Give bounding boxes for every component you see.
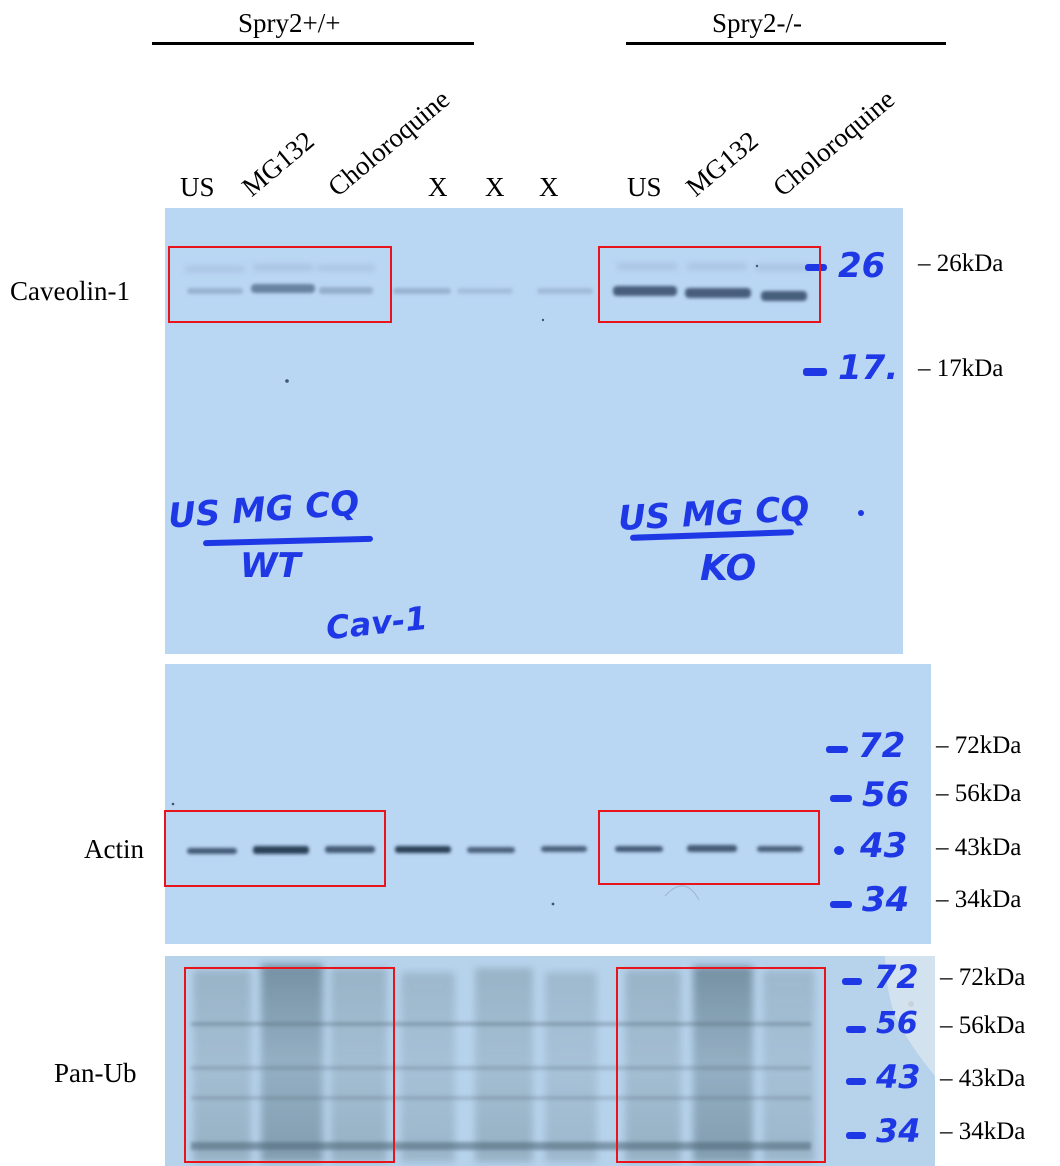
highlight-box-caveolin-wt xyxy=(168,246,392,323)
highlight-box-actin-wt xyxy=(164,810,386,887)
lane-label-wt-us: US xyxy=(180,172,215,202)
actin-blot xyxy=(165,664,931,944)
highlight-box-caveolin-ko xyxy=(598,246,821,323)
handwritten-marker-actin-56: 56 xyxy=(862,775,910,815)
lane-label-ko-chloroquine: Choloroquine xyxy=(767,83,901,203)
lane-label-ko-us: US xyxy=(627,172,662,202)
mw-text-actin-34: 34kDa xyxy=(954,886,1022,913)
mw-label-caveolin-26: – 26kDa xyxy=(918,250,1004,277)
mw-label-panub-43: – 43kDa xyxy=(940,1065,1026,1092)
mw-text-caveolin-17: 17kDa xyxy=(936,355,1004,382)
group-title-ko: Spry2-/- xyxy=(712,8,802,38)
mw-text-panub-72: 72kDa xyxy=(958,964,1026,991)
mw-text-actin-43: 43kDa xyxy=(954,834,1022,861)
caveolin-blot-image xyxy=(165,208,903,654)
marker-dash-panub-72 xyxy=(842,978,862,985)
handwritten-wt-label: WT xyxy=(240,546,301,586)
caveolin-blot xyxy=(165,208,903,654)
lane-label-ko-mg132: MG132 xyxy=(680,125,764,203)
row-label-panub: Pan-Ub xyxy=(54,1058,137,1088)
mw-text-panub-43: 43kDa xyxy=(958,1065,1026,1092)
mw-label-actin-56: – 56kDa xyxy=(936,780,1022,807)
lane-label-x2: X xyxy=(485,172,505,202)
handwritten-marker-panub-72: 72 xyxy=(874,958,919,996)
marker-dash-actin-72 xyxy=(826,746,848,753)
mw-label-actin-34: – 34kDa xyxy=(936,886,1022,913)
marker-dash-panub-56 xyxy=(846,1026,866,1033)
handwritten-marker-actin-72: 72 xyxy=(858,726,906,766)
row-label-actin: Actin xyxy=(84,834,144,864)
mw-label-caveolin-17: – 17kDa xyxy=(918,355,1004,382)
group-title-wt: Spry2+/+ xyxy=(238,8,341,38)
mw-text-panub-56: 56kDa xyxy=(958,1012,1026,1039)
mw-label-panub-34: – 34kDa xyxy=(940,1118,1026,1145)
handwritten-marker-panub-56: 56 xyxy=(876,1006,918,1041)
mw-label-actin-72: – 72kDa xyxy=(936,732,1022,759)
handwritten-marker-panub-34: 34 xyxy=(876,1112,921,1150)
highlight-box-actin-ko xyxy=(598,810,820,885)
marker-dash-17 xyxy=(803,368,827,376)
marker-dash-panub-43 xyxy=(846,1078,866,1085)
marker-dash-actin-56 xyxy=(830,795,852,802)
mw-text-actin-56: 56kDa xyxy=(954,780,1022,807)
handwritten-marker-17: 17. xyxy=(838,348,899,388)
mw-text-caveolin-26: 26kDa xyxy=(936,250,1004,277)
marker-dash-panub-34 xyxy=(846,1132,866,1139)
mw-label-panub-56: – 56kDa xyxy=(940,1012,1026,1039)
panub-blot xyxy=(165,956,935,1166)
actin-blot-image xyxy=(165,664,931,944)
handwritten-ko-label: KO xyxy=(700,548,757,589)
handwritten-marker-panub-43: 43 xyxy=(876,1058,921,1096)
group-underline-wt xyxy=(152,42,474,45)
handwritten-ko-dot xyxy=(858,510,864,516)
mw-label-panub-72: – 72kDa xyxy=(940,964,1026,991)
row-label-caveolin: Caveolin-1 xyxy=(10,276,130,306)
highlight-box-panub-wt xyxy=(184,967,395,1163)
mw-label-actin-43: – 43kDa xyxy=(936,834,1022,861)
marker-dash-26 xyxy=(805,264,827,271)
marker-dash-actin-34 xyxy=(830,901,852,908)
highlight-box-panub-ko xyxy=(616,967,826,1163)
group-underline-ko xyxy=(626,42,946,45)
handwritten-marker-26: 26 xyxy=(838,246,886,286)
mw-text-actin-72: 72kDa xyxy=(954,732,1022,759)
lane-label-x1: X xyxy=(428,172,448,202)
handwritten-marker-actin-43: 43 xyxy=(860,826,908,866)
handwritten-marker-actin-34: 34 xyxy=(862,880,910,920)
lane-label-x3: X xyxy=(539,172,559,202)
marker-dash-actin-43 xyxy=(834,846,844,855)
panub-blot-image xyxy=(165,956,935,1166)
mw-text-panub-34: 34kDa xyxy=(958,1118,1026,1145)
lane-label-wt-mg132: MG132 xyxy=(236,125,320,203)
